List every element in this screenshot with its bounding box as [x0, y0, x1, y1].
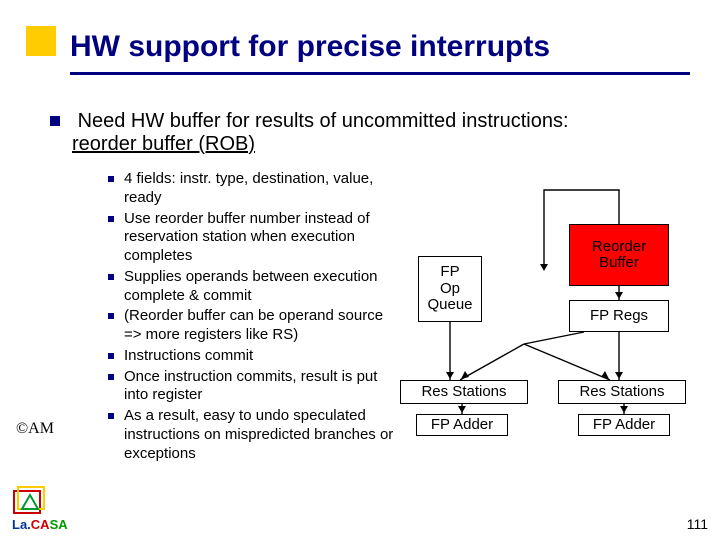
sub-bullet: Use reorder buffer number instead of res…: [108, 210, 398, 266]
sub-bullet: Supplies operands between execution comp…: [108, 268, 398, 306]
sub-bullet: As a result, easy to undo speculated ins…: [108, 407, 398, 463]
corner-accent: [26, 26, 56, 56]
sub-bullet-text: (Reorder buffer can be operand source =>…: [124, 307, 398, 345]
sub-bullet-list: 4 fields: instr. type, destination, valu…: [108, 170, 398, 465]
diagram-node-rs1: Res Stations: [400, 380, 528, 404]
logo-icon: [12, 485, 46, 515]
logo-sa: SA: [50, 517, 68, 532]
bullet-icon: [108, 176, 114, 182]
sub-bullet-text: 4 fields: instr. type, destination, valu…: [124, 170, 398, 208]
sub-bullet: Instructions commit: [108, 347, 398, 366]
copyright-mark: ©AM: [16, 420, 54, 438]
rob-diagram: ReorderBuffer FP Regs FPOpQueue Res Station…: [404, 170, 704, 470]
sub-bullet-text: As a result, easy to undo speculated ins…: [124, 407, 398, 463]
bullet-icon: [108, 274, 114, 280]
sub-bullet: (Reorder buffer can be operand source =>…: [108, 307, 398, 345]
bullet-icon: [108, 374, 114, 380]
title-block: HW support for precise interrupts: [70, 30, 700, 75]
bullet-icon: [108, 353, 114, 359]
sub-bullet-text: Use reorder buffer number instead of res…: [124, 210, 398, 266]
sub-bullet-text: Once instruction commits, result is put …: [124, 368, 398, 406]
diagram-node-fpopq: FPOpQueue: [418, 256, 482, 322]
title-rule: [70, 72, 690, 75]
diagram-node-adder1: FP Adder: [416, 414, 508, 436]
logo-la: La.: [12, 517, 31, 532]
sub-bullet-text: Instructions commit: [124, 347, 398, 366]
main-bullet-line1: Need HW buffer for results of uncommitte…: [78, 110, 569, 132]
bullet-icon: [108, 216, 114, 222]
diagram-node-rs2: Res Stations: [558, 380, 686, 404]
diagram-node-adder2: FP Adder: [578, 414, 670, 436]
sub-bullet: Once instruction commits, result is put …: [108, 368, 398, 406]
bullet-icon: [108, 413, 114, 419]
main-bullet-line2: reorder buffer (ROB): [72, 133, 700, 156]
logo-ca: CA: [31, 517, 50, 532]
main-bullet: Need HW buffer for results of uncommitte…: [50, 110, 700, 156]
slide-title: HW support for precise interrupts: [70, 30, 700, 70]
bullet-icon: [50, 116, 60, 126]
sub-bullet: 4 fields: instr. type, destination, valu…: [108, 170, 398, 208]
page-number: 111: [687, 516, 708, 532]
diagram-node-fpregs: FP Regs: [569, 300, 669, 332]
footer-logo: La.CASA: [12, 485, 68, 532]
sub-bullet-text: Supplies operands between execution comp…: [124, 268, 398, 306]
diagram-node-reorder: ReorderBuffer: [569, 224, 669, 286]
bullet-icon: [108, 313, 114, 319]
